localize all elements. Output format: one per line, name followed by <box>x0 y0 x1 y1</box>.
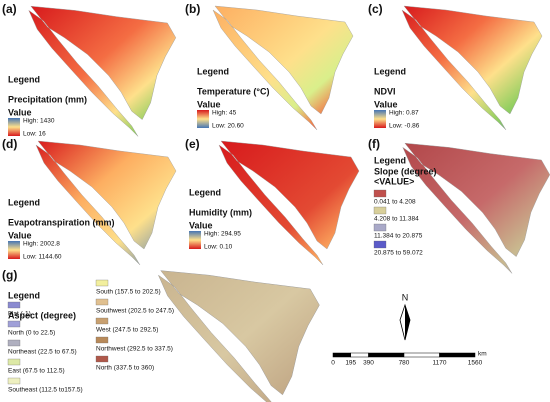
scale-tick: 0 <box>331 360 335 367</box>
high-label: High: 45 <box>212 110 237 117</box>
legend-swatch <box>7 301 21 309</box>
legend-item: North (0 to 22.5) <box>8 330 55 337</box>
color-ramp <box>197 110 209 128</box>
legend-item: South (157.5 to 202.5) <box>96 289 161 296</box>
legend-swatch <box>373 206 387 215</box>
panel-label: (g) <box>2 268 17 282</box>
legend-swatch <box>95 317 109 325</box>
legend-swatch <box>7 358 21 366</box>
map <box>218 140 360 266</box>
panel-label: (c) <box>368 2 383 16</box>
panel: (g) Legend Aspect (degree)Flat (-1) North (… <box>2 268 320 402</box>
scale-tick: 1170 <box>433 360 447 367</box>
legend-title: Legend <box>8 290 40 300</box>
panel-label: (b) <box>185 2 200 16</box>
legend-swatch <box>7 377 21 385</box>
legend-swatch <box>7 339 21 347</box>
map <box>401 5 543 131</box>
variable-name: Temperature (°C) <box>197 86 269 96</box>
value-heading: <VALUE> <box>374 176 414 186</box>
high-label: High: 1430 <box>23 118 55 125</box>
scale-tick: 780 <box>399 360 410 367</box>
legend-item: Flat (-1) <box>8 311 31 318</box>
legend-title: Legend <box>8 197 40 207</box>
panel-label: (d) <box>2 137 17 151</box>
legend-swatch <box>95 336 109 344</box>
scale-tick: 390 <box>363 360 374 367</box>
legend-item: 4.208 to 11.384 <box>374 216 419 223</box>
map <box>402 142 550 274</box>
legend-swatch <box>95 279 109 287</box>
color-ramp <box>8 118 20 136</box>
panel-label: (f) <box>368 137 380 151</box>
legend-swatch <box>373 189 387 198</box>
legend-swatch <box>95 355 109 363</box>
color-ramp <box>189 231 201 249</box>
map <box>157 270 320 402</box>
legend-swatch <box>373 240 387 249</box>
legend-item: West (247.5 to 292.5) <box>96 327 158 334</box>
variable-name: Evapotranspiration (mm) <box>8 217 115 227</box>
scale-unit: km <box>478 351 487 358</box>
low-label: Low: -0.86 <box>389 123 420 130</box>
legend-title: Legend <box>374 155 406 165</box>
north-label: N <box>402 292 409 302</box>
legend-item: Northwest (292.5 to 337.5) <box>96 346 173 353</box>
legend-swatch <box>7 320 21 328</box>
legend-item: 0.041 to 4.208 <box>374 199 416 206</box>
scale-segment <box>439 352 476 358</box>
low-label: Low: 0.10 <box>204 244 233 251</box>
color-ramp <box>8 241 20 259</box>
high-label: High: 294.95 <box>204 231 241 238</box>
scale-segment <box>403 352 440 358</box>
variable-name: Aspect (degree) <box>8 310 76 320</box>
value-heading: Value <box>8 107 32 117</box>
scale-segment <box>332 352 351 358</box>
color-ramp <box>374 110 386 128</box>
legend-item: Southeast (112.5 to157.5) <box>8 387 83 394</box>
value-heading: Value <box>197 99 221 109</box>
high-label: High: 0.87 <box>389 110 419 117</box>
legend-item: Northeast (22.5 to 67.5) <box>8 349 77 356</box>
legend-title: Legend <box>374 66 406 76</box>
north-arrow-half <box>405 305 410 340</box>
panel: (d) Legend Evapotranspiration (mm) ValueHig… <box>2 137 177 266</box>
legend-item: 20.875 to 59.072 <box>374 250 423 257</box>
scale-tick: 195 <box>345 360 356 367</box>
legend-swatch <box>95 298 109 306</box>
value-heading: Value <box>374 99 398 109</box>
legend-item: Southwest (202.5 to 247.5) <box>96 308 174 315</box>
legend-item: East (67.5 to 112.5) <box>8 368 65 375</box>
variable-name: Precipitation (mm) <box>8 94 87 104</box>
panel-label: (e) <box>185 137 200 151</box>
scale-segment <box>350 352 369 358</box>
scale-segment <box>368 352 405 358</box>
value-heading: Value <box>189 220 213 230</box>
legend-item: 11.384 to 20.875 <box>374 233 423 240</box>
variable-name: Slope (degree) <box>374 166 437 176</box>
variable-name: NDVI <box>374 86 396 96</box>
high-label: High: 2002.8 <box>23 241 60 248</box>
value-heading: Value <box>8 230 32 240</box>
legend-item: North (337.5 to 360) <box>96 365 154 372</box>
low-label: Low: 20.60 <box>212 123 244 130</box>
scale-tick: 1560 <box>468 360 483 367</box>
low-label: Low: 16 <box>23 131 46 138</box>
panel-label: (a) <box>2 2 17 16</box>
legend-title: Legend <box>189 187 221 197</box>
variable-name: Humidity (mm) <box>189 207 252 217</box>
legend-title: Legend <box>197 66 229 76</box>
legend-swatch <box>373 223 387 232</box>
legend-title: Legend <box>8 74 40 84</box>
low-label: Low: 1144.60 <box>23 254 62 261</box>
